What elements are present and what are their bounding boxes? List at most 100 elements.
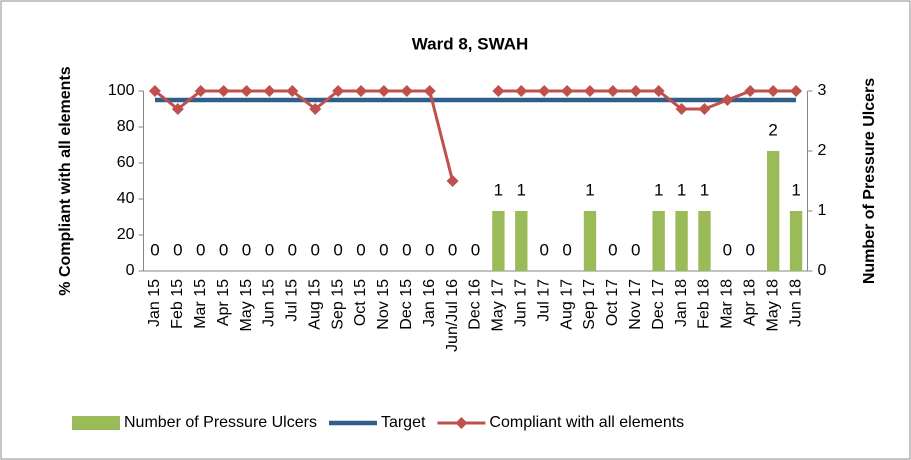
y2-tick-label: 2	[818, 142, 827, 159]
bar-value-label: 1	[791, 180, 800, 199]
x-tick-label: Oct 17	[604, 279, 621, 326]
x-tick-label: Jun 17	[513, 279, 530, 327]
bar	[698, 211, 711, 271]
x-tick-label: Sep 15	[329, 279, 346, 330]
bar-value-label: 0	[448, 240, 457, 259]
x-tick-label: Jan 16	[421, 279, 438, 327]
bar-value-label: 0	[746, 240, 755, 259]
x-tick-label: Sep 17	[581, 279, 598, 330]
bar-value-label: 0	[242, 240, 251, 259]
bar-value-label: 0	[723, 240, 732, 259]
x-tick-label: Aug 15	[306, 279, 323, 330]
marker	[332, 85, 345, 97]
bar-value-label: 1	[700, 180, 709, 199]
x-tick-label: Dec 15	[398, 279, 415, 330]
marker	[492, 85, 505, 97]
marker	[583, 85, 596, 97]
y2-tick-label: 3	[818, 82, 827, 99]
x-tick-label: Aug 17	[558, 279, 575, 330]
marker	[148, 85, 161, 97]
bar-value-label: 0	[539, 240, 548, 259]
bar-value-label: 0	[310, 240, 319, 259]
bar-value-label: 0	[333, 240, 342, 259]
marker	[217, 85, 230, 97]
y2-tick-label: 1	[818, 202, 827, 219]
bar-value-label: 0	[356, 240, 365, 259]
x-tick-label: Jan 18	[673, 279, 690, 327]
x-tick-label: May 15	[238, 279, 255, 332]
bar-value-label: 0	[288, 240, 297, 259]
bar-value-label: 0	[150, 240, 159, 259]
marker	[400, 85, 413, 97]
legend-label: Number of Pressure Ulcers	[124, 414, 317, 431]
marker	[194, 85, 207, 97]
x-tick-label: Jun 18	[787, 279, 804, 327]
y-tick-label: 60	[117, 154, 135, 171]
x-tick-label: Mar 15	[192, 279, 209, 329]
y-tick-label: 80	[117, 118, 135, 135]
bar-value-label: 0	[173, 240, 182, 259]
marker	[675, 103, 688, 115]
x-tick-label: Jul 17	[535, 279, 552, 322]
x-tick-label: Nov 17	[627, 279, 644, 330]
x-tick-label: Jun 15	[261, 279, 278, 327]
marker	[446, 175, 459, 187]
marker	[377, 85, 390, 97]
bar-value-label: 1	[517, 180, 526, 199]
marker	[652, 85, 665, 97]
bar-value-label: 0	[379, 240, 388, 259]
x-tick-label: Apr 15	[215, 279, 232, 326]
bar-value-label: 0	[608, 240, 617, 259]
x-tick-label: Feb 15	[169, 279, 186, 329]
marker	[263, 85, 276, 97]
bar-value-label: 0	[425, 240, 434, 259]
bar	[789, 211, 803, 271]
bar	[652, 211, 665, 271]
bar-value-label: 0	[471, 240, 480, 259]
x-tick-label: Dec 17	[650, 279, 667, 330]
x-tick-label: May 18	[764, 279, 781, 332]
marker	[790, 85, 803, 97]
bar-value-label: 1	[677, 180, 686, 199]
bar-value-label: 2	[768, 120, 777, 139]
legend-swatch	[72, 416, 120, 430]
marker	[744, 85, 757, 97]
bar-value-label: 1	[654, 180, 663, 199]
marker	[561, 85, 574, 97]
y-tick-label: 20	[117, 226, 135, 243]
y2-axis-label: Number of Pressure Ulcers	[861, 78, 878, 284]
marker	[721, 94, 734, 106]
marker	[171, 103, 184, 115]
y2-tick-label: 0	[818, 262, 827, 279]
bar	[675, 211, 688, 271]
x-tick-label: Jan 15	[146, 279, 163, 327]
y-tick-label: 0	[126, 262, 135, 279]
chart-title: Ward 8, SWAH	[412, 34, 529, 53]
bar-value-label: 0	[402, 240, 411, 259]
marker	[538, 85, 551, 97]
marker	[286, 85, 299, 97]
marker	[423, 85, 436, 97]
x-tick-label: Feb 18	[696, 279, 713, 329]
marker	[240, 85, 253, 97]
marker	[767, 85, 780, 97]
bar-value-label: 0	[219, 240, 228, 259]
x-tick-label: Mar 18	[719, 279, 736, 329]
bar	[766, 151, 780, 271]
marker	[515, 85, 528, 97]
marker	[629, 85, 642, 97]
y-axis-label: % Compliant with all elements	[57, 66, 74, 295]
x-tick-label: Jul 15	[284, 279, 301, 322]
marker	[606, 85, 619, 97]
x-tick-label: Jun/Jul 16	[444, 279, 461, 352]
bar-value-label: 1	[494, 180, 503, 199]
y-tick-label: 100	[108, 82, 135, 99]
marker	[698, 103, 711, 115]
x-tick-label: Oct 15	[352, 279, 369, 326]
bar-value-label: 1	[585, 180, 594, 199]
x-tick-label: May 17	[490, 279, 507, 332]
legend-label: Target	[381, 414, 426, 431]
x-tick-label: Dec 16	[467, 279, 484, 330]
x-tick-label: Nov 15	[375, 279, 392, 330]
